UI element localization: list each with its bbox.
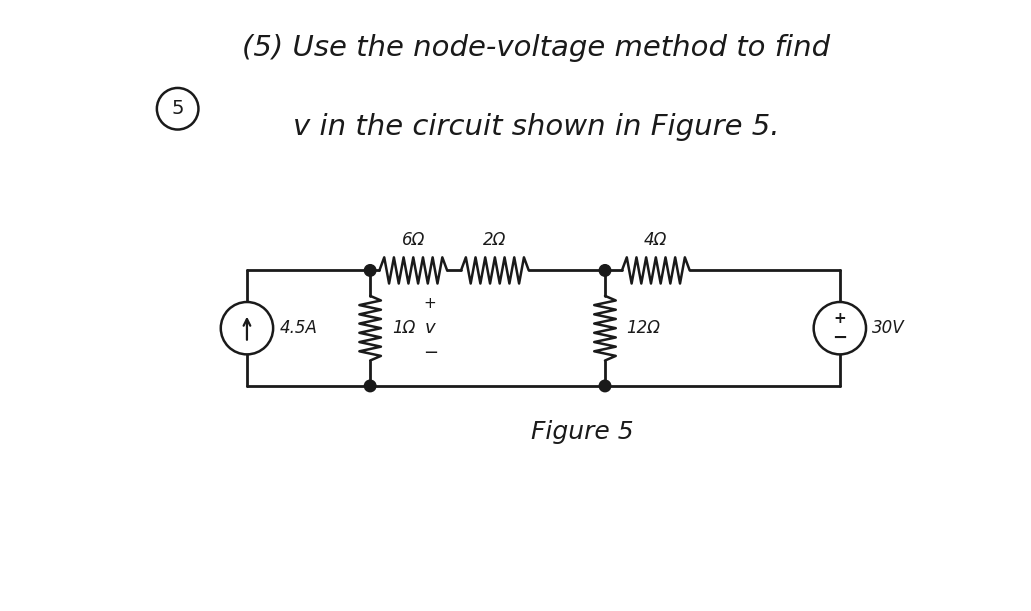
Circle shape <box>364 380 376 392</box>
Text: 12Ω: 12Ω <box>627 319 661 337</box>
Text: v in the circuit shown in Figure 5.: v in the circuit shown in Figure 5. <box>293 113 779 141</box>
Text: 1Ω: 1Ω <box>392 319 415 337</box>
Circle shape <box>364 265 376 276</box>
Text: 4Ω: 4Ω <box>644 231 667 249</box>
Text: 30V: 30V <box>872 319 905 337</box>
Text: (5) Use the node-voltage method to find: (5) Use the node-voltage method to find <box>242 34 830 62</box>
Circle shape <box>599 265 610 276</box>
Circle shape <box>157 88 198 130</box>
Circle shape <box>221 302 273 354</box>
Text: 6Ω: 6Ω <box>402 231 425 249</box>
Text: Figure 5: Figure 5 <box>531 420 633 444</box>
Text: 5: 5 <box>171 99 184 119</box>
Text: −: − <box>832 329 847 347</box>
Circle shape <box>813 302 866 354</box>
Text: 2Ω: 2Ω <box>484 231 506 249</box>
Text: v: v <box>425 319 435 337</box>
Text: −: − <box>423 344 438 362</box>
Text: +: + <box>424 296 436 311</box>
Circle shape <box>599 380 610 392</box>
Text: 4.5A: 4.5A <box>279 319 318 337</box>
Text: +: + <box>833 312 846 326</box>
